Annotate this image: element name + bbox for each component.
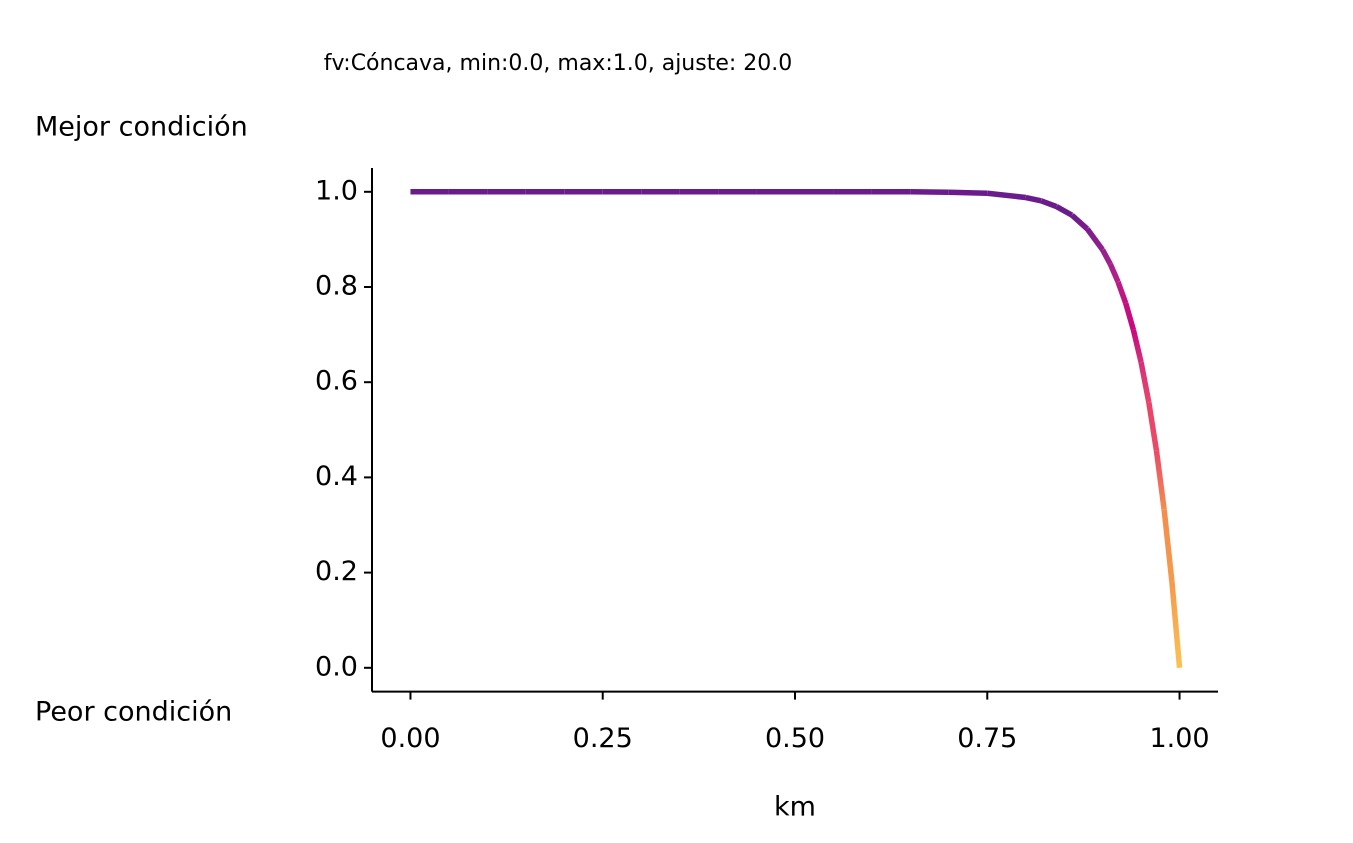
line-segment	[1153, 450, 1167, 511]
y-tick-label: 0.8	[315, 271, 358, 302]
line-segment	[1146, 401, 1160, 452]
y-tick-label: 1.0	[315, 175, 358, 206]
y-tick-label: 0.0	[315, 651, 358, 682]
y-tick-label: 0.6	[315, 366, 358, 397]
y-bottom-label: Peor condición	[35, 697, 232, 728]
y-tick-label: 0.2	[315, 556, 358, 587]
line-segment	[1055, 204, 1074, 218]
line-segment	[1169, 580, 1183, 669]
x-tick-label: 0.00	[380, 723, 440, 754]
line-segment	[1040, 198, 1058, 210]
line-segment	[1100, 248, 1113, 266]
line-segment	[1025, 194, 1042, 204]
y-top-label: Mejor condición	[35, 112, 248, 143]
x-tick-label: 0.25	[573, 723, 633, 754]
line-segment	[1070, 213, 1090, 231]
line-segment	[1130, 329, 1144, 363]
line-segment	[948, 189, 988, 196]
line-segment	[1138, 361, 1152, 403]
line-segment	[1161, 509, 1175, 582]
chart-title: fv:Cóncava, min:0.0, max:1.0, ajuste: 20…	[324, 51, 793, 76]
line-segment	[1085, 227, 1105, 252]
line-segment	[986, 190, 1027, 201]
x-tick-label: 1.00	[1149, 723, 1209, 754]
line-segment	[1123, 302, 1137, 331]
line-segment	[1115, 280, 1129, 305]
x-axis-label: km	[774, 792, 816, 823]
x-tick-label: 0.50	[765, 723, 825, 754]
x-tick-label: 0.75	[957, 723, 1017, 754]
line-segment	[1107, 263, 1121, 283]
y-tick-label: 0.4	[315, 461, 358, 492]
